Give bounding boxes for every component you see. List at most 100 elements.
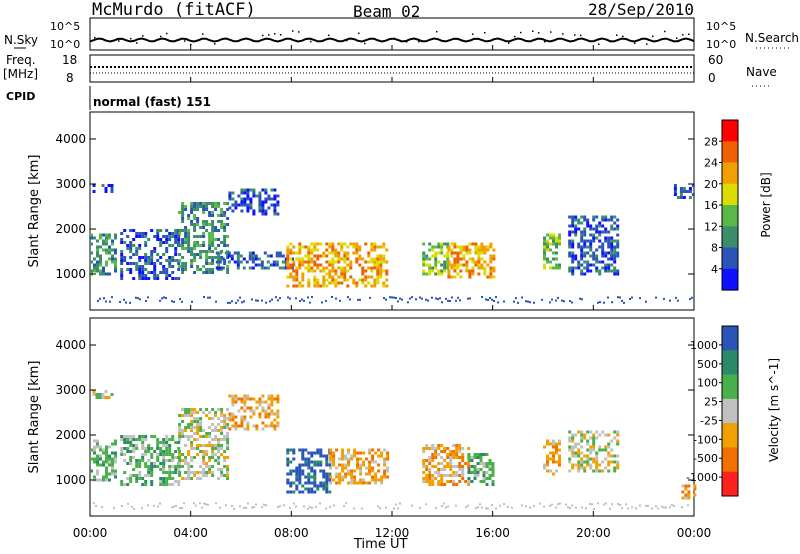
cell — [425, 474, 429, 477]
cell — [252, 409, 256, 413]
cell — [549, 442, 552, 446]
cell — [370, 245, 374, 249]
cell — [202, 474, 206, 477]
cell — [205, 465, 209, 468]
cell — [376, 275, 380, 279]
cell — [99, 454, 102, 458]
cell — [193, 447, 197, 450]
cell — [428, 462, 432, 465]
nsearch-point — [688, 33, 690, 35]
cell — [177, 235, 181, 238]
cell — [298, 281, 302, 285]
cell — [383, 457, 387, 461]
cell — [370, 257, 374, 261]
cell — [598, 245, 602, 249]
cell — [205, 271, 209, 274]
cell — [211, 220, 215, 223]
cell — [449, 468, 453, 471]
cell — [229, 301, 231, 304]
cell — [144, 241, 148, 244]
cell — [555, 448, 558, 452]
y-tick-label: 3000 — [55, 383, 86, 397]
cell — [181, 459, 185, 462]
cell — [199, 202, 203, 205]
cell — [552, 457, 555, 461]
cell — [379, 266, 383, 270]
cell — [231, 209, 235, 213]
nsearch-point — [160, 35, 162, 38]
cell — [604, 251, 608, 255]
nsearch-point — [328, 34, 330, 37]
cell — [267, 197, 271, 201]
cell — [450, 275, 454, 279]
cell — [228, 394, 232, 398]
cell — [283, 504, 285, 507]
nsearch-point — [676, 37, 678, 39]
cell — [482, 453, 486, 456]
cell — [181, 208, 185, 211]
cell — [96, 463, 99, 467]
cell — [156, 229, 160, 232]
y-tick-label: 1000 — [55, 473, 86, 487]
cell — [331, 251, 335, 255]
region-8 — [467, 453, 495, 486]
cell — [105, 466, 108, 470]
cell — [319, 481, 323, 485]
cell — [156, 438, 160, 441]
cell — [165, 259, 169, 262]
cell — [571, 266, 575, 270]
cell — [104, 187, 108, 190]
cell — [625, 503, 627, 506]
cell — [298, 266, 302, 270]
cell — [301, 257, 305, 261]
cell — [190, 205, 194, 208]
cell — [598, 269, 602, 273]
cell — [252, 194, 256, 198]
cell — [589, 239, 593, 243]
cell — [217, 220, 221, 223]
cell — [383, 448, 387, 452]
cell — [613, 239, 617, 243]
cell — [386, 475, 390, 479]
cell — [546, 239, 549, 243]
cell — [358, 248, 362, 252]
cell — [196, 477, 200, 480]
x-tick-label: 00:00 — [677, 526, 712, 540]
cell — [281, 266, 285, 270]
cell — [598, 233, 602, 237]
cell — [275, 251, 279, 255]
cell — [184, 262, 188, 265]
cell — [171, 453, 175, 456]
cell — [226, 471, 230, 474]
cell — [177, 483, 181, 486]
cell — [316, 257, 320, 261]
freq-unit-label: [MHz] — [3, 67, 38, 81]
cell — [358, 254, 362, 258]
cell — [589, 466, 593, 470]
cell — [610, 239, 614, 243]
nsearch-tick-high: 10^5 — [706, 20, 736, 33]
cell — [264, 409, 268, 413]
cell — [162, 235, 166, 238]
cell — [184, 408, 188, 411]
cell — [428, 456, 432, 459]
cell — [307, 481, 311, 485]
cell — [491, 474, 495, 477]
cell — [585, 507, 587, 510]
cell — [688, 187, 692, 190]
cell — [459, 275, 463, 279]
cell — [571, 254, 575, 258]
cell — [202, 265, 206, 268]
cell — [184, 429, 188, 432]
cell — [108, 457, 111, 461]
cell — [598, 224, 602, 228]
cell — [159, 447, 163, 450]
cell — [196, 420, 200, 423]
cell — [202, 459, 206, 462]
cell — [199, 477, 203, 480]
cell — [679, 196, 683, 199]
colorbar-swatch — [722, 183, 738, 206]
cell — [607, 236, 611, 240]
cell — [205, 229, 209, 232]
